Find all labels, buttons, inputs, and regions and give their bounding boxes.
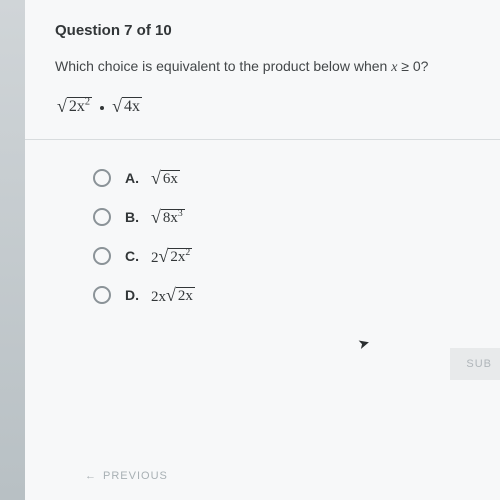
radio-icon[interactable] — [93, 286, 111, 304]
section-divider — [25, 139, 500, 140]
choice-d[interactable]: D. 2x√2x — [93, 285, 470, 306]
radio-icon[interactable] — [93, 247, 111, 265]
prompt-condition: ≥ 0? — [397, 58, 428, 74]
question-number-header: Question 7 of 10 — [55, 22, 470, 39]
radical-icon: √ — [112, 96, 122, 116]
math-expression: √2x2 √4x — [55, 96, 470, 117]
choice-a[interactable]: A. √6x — [93, 168, 470, 189]
choice-expression-a: √6x — [151, 168, 180, 189]
sqrt-term-1: √2x2 — [57, 96, 92, 117]
multiply-dot-icon — [100, 106, 104, 110]
answer-choices: A. √6x B. √8x3 C. 2√2x2 D. 2x√2x — [55, 168, 470, 306]
left-page-edge — [0, 0, 25, 500]
prompt-text-pre: Which choice is equivalent to the produc… — [55, 58, 391, 74]
choice-label-a: A. — [125, 170, 143, 186]
question-card: Question 7 of 10 Which choice is equival… — [25, 0, 500, 500]
choice-label-d: D. — [125, 287, 143, 303]
previous-button[interactable]: ← PREVIOUS — [85, 470, 168, 482]
radicand-1: 2x2 — [67, 97, 92, 116]
mouse-cursor-icon: ➤ — [356, 334, 372, 353]
choice-c[interactable]: C. 2√2x2 — [93, 246, 470, 267]
previous-label: PREVIOUS — [103, 470, 168, 482]
arrow-left-icon: ← — [85, 470, 97, 482]
submit-button[interactable]: SUB — [450, 348, 500, 380]
question-prompt: Which choice is equivalent to the produc… — [55, 57, 470, 78]
choice-expression-d: 2x√2x — [151, 285, 195, 306]
radio-icon[interactable] — [93, 169, 111, 187]
choice-expression-c: 2√2x2 — [151, 246, 192, 267]
radicand-2: 4x — [122, 97, 142, 116]
choice-b[interactable]: B. √8x3 — [93, 207, 470, 228]
sqrt-term-2: √4x — [112, 96, 142, 117]
choice-expression-b: √8x3 — [151, 207, 185, 228]
choice-label-b: B. — [125, 209, 143, 225]
radio-icon[interactable] — [93, 208, 111, 226]
choice-label-c: C. — [125, 248, 143, 264]
radical-icon: √ — [57, 96, 67, 116]
